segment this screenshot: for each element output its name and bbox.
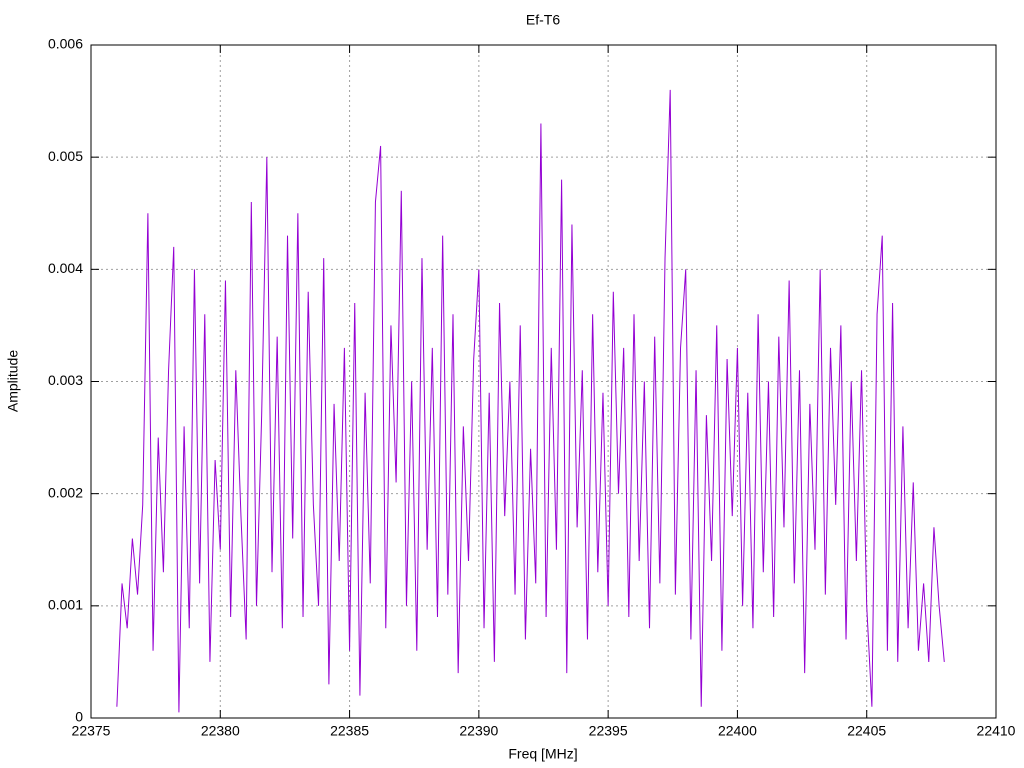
plot-border: [90, 44, 997, 719]
y-axis-label: Amplitude: [5, 350, 21, 412]
y-tick-label: 0: [75, 709, 83, 725]
data-line: [116, 89, 945, 713]
y-tick-label: 0.002: [48, 484, 83, 500]
x-tick-label: 22400: [718, 723, 757, 739]
chart-title: Ef-T6: [526, 12, 560, 28]
x-axis-label: Freq [MHz]: [508, 746, 577, 762]
y-tick-label: 0.006: [48, 36, 83, 52]
x-tick-label: 22405: [847, 723, 886, 739]
y-tick-label: 0.001: [48, 597, 83, 613]
y-tick-label: 0.005: [48, 148, 83, 164]
y-tick-label: 0.003: [48, 372, 83, 388]
x-tick-label: 22410: [977, 723, 1016, 739]
x-tick-label: 22390: [459, 723, 498, 739]
x-tick-label: 22380: [201, 723, 240, 739]
y-tick-label: 0.004: [48, 260, 83, 276]
x-tick-label: 22385: [330, 723, 369, 739]
x-tick-label: 22395: [589, 723, 628, 739]
x-tick-label: 22375: [72, 723, 111, 739]
